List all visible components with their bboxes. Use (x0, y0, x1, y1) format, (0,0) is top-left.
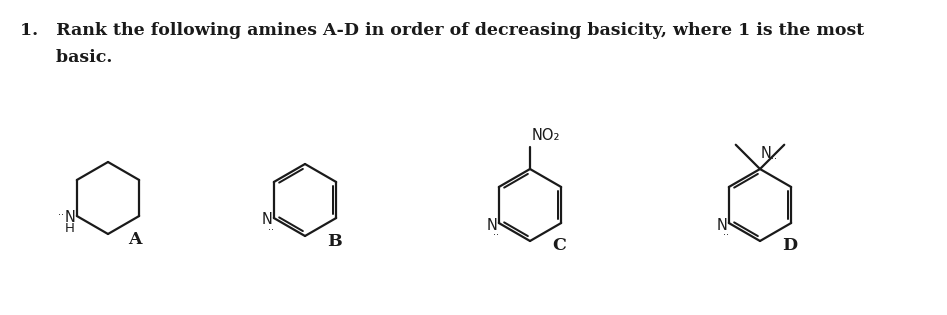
Text: H: H (65, 222, 75, 236)
Text: C: C (552, 238, 566, 255)
Text: N: N (760, 146, 772, 161)
Text: A: A (128, 231, 141, 248)
Text: ··: ·· (492, 230, 499, 240)
Text: B: B (327, 232, 342, 249)
Text: N: N (261, 213, 272, 227)
Text: ··: ·· (771, 154, 777, 164)
Text: ··: ·· (268, 225, 274, 235)
Text: N: N (487, 217, 497, 232)
Text: basic.: basic. (20, 49, 113, 66)
Text: N: N (716, 217, 727, 232)
Text: NO₂: NO₂ (532, 128, 561, 143)
Text: ··: ·· (58, 210, 63, 220)
Text: N: N (64, 210, 75, 226)
Text: D: D (782, 238, 797, 255)
Text: ··: ·· (723, 230, 729, 240)
Text: 1.   Rank the following amines A-D in order of decreasing basicity, where 1 is t: 1. Rank the following amines A-D in orde… (20, 22, 865, 39)
